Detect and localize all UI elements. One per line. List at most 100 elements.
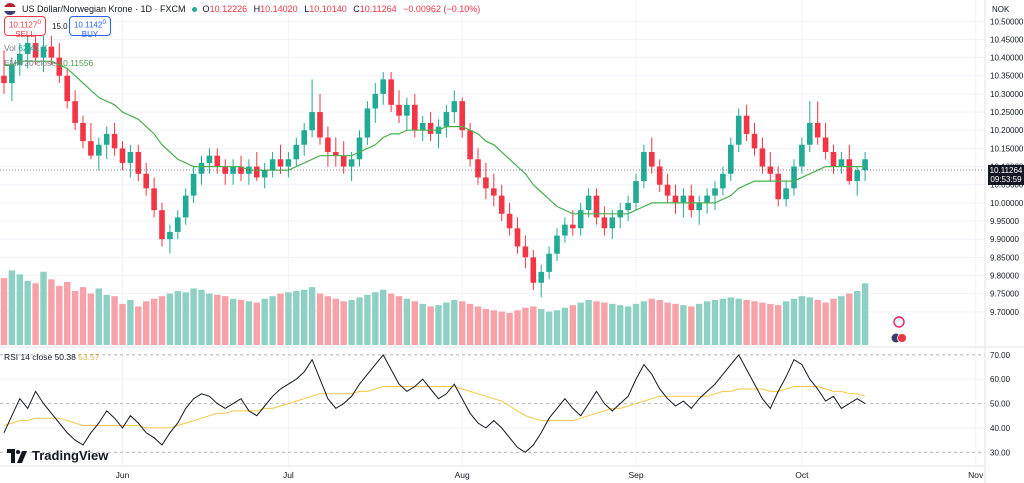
volume-bar [411, 301, 418, 345]
volume-bar [174, 291, 181, 345]
month-tick-label: Aug [455, 470, 470, 480]
volume-bar [688, 306, 695, 345]
candle-body [838, 159, 845, 167]
candle-body [522, 246, 529, 258]
candle-body [293, 144, 300, 160]
candle-body [633, 181, 639, 203]
price-tick-label: 10.40000 [990, 54, 1024, 63]
candle-body [396, 104, 402, 116]
volume-bar [790, 298, 798, 345]
currency-flag-icon [4, 3, 16, 15]
alert-icon[interactable] [893, 316, 905, 328]
volume-bar [332, 298, 339, 345]
candle-body [388, 79, 394, 105]
rsi-ma-line [3, 386, 866, 429]
volume-bar [506, 312, 513, 345]
volume-bar [585, 300, 592, 345]
price-tick-label: 10.15000 [990, 144, 1024, 153]
month-tick-label: Nov [968, 470, 984, 480]
volume-bar [490, 310, 497, 345]
rsi-tick-label: 40.00 [990, 424, 1011, 433]
sell-button[interactable]: 10.11270 SELL [4, 16, 46, 39]
time-axis[interactable]: JunJulAugSepOctNovDec [116, 470, 1024, 480]
volume-bar [435, 305, 442, 345]
candle-body [135, 152, 142, 174]
candle-body [48, 46, 55, 58]
volume-bar [522, 307, 529, 345]
candle-body [190, 173, 197, 196]
volume-bar [498, 311, 505, 345]
candle-body [641, 152, 647, 182]
volume-bar [632, 303, 640, 345]
candle-body [459, 101, 465, 131]
symbol-title[interactable]: US Dollar/Norwegian Krone · 1D · FXCM [22, 4, 186, 14]
volume-bar [466, 303, 474, 345]
candle-body [830, 152, 837, 167]
candle-body [585, 195, 592, 211]
volume-bar [782, 301, 790, 345]
candle-body [506, 213, 513, 229]
volume-bar [111, 296, 118, 345]
volume-bar [609, 303, 616, 345]
volume-bar [545, 311, 553, 345]
candle-body [735, 115, 742, 145]
rsi-axis[interactable]: 70.00 60.00 50.00 40.00 30.00 [990, 351, 1011, 457]
volume-bar [206, 293, 213, 345]
candle-body [696, 202, 702, 211]
tradingview-logo[interactable]: TradingView [7, 448, 108, 463]
volume-bar [640, 301, 648, 345]
volume-legend[interactable]: Vol 62.41 K [4, 43, 48, 53]
candle-body [269, 159, 276, 171]
volume-bar [308, 287, 316, 345]
candle-body [17, 53, 23, 65]
volume-bar [593, 301, 600, 345]
price-tick-label: 10.25000 [990, 108, 1024, 117]
volume-bar [143, 301, 150, 345]
candle-body [372, 93, 379, 109]
candle-body [593, 195, 600, 218]
volume-bar [285, 292, 292, 345]
logo-text: TradingView [32, 448, 109, 463]
grid-lines [0, 0, 985, 466]
candle-body [743, 115, 750, 134]
candle-body [751, 133, 758, 149]
candle-body [704, 195, 710, 203]
no-flag-event-icon[interactable] [897, 333, 907, 343]
volume-bar [648, 298, 655, 345]
volume-bar [451, 300, 458, 345]
candle-body [680, 195, 687, 203]
candle-body [214, 155, 221, 167]
rsi-legend[interactable]: RSI 14 close 50.38 53.57 [4, 352, 100, 362]
volume-bar [316, 293, 324, 345]
rsi-tick-label: 30.00 [990, 448, 1011, 457]
ema-legend[interactable]: EMA 20 close 10.11556 [4, 58, 94, 68]
price-tick-label: 10.35000 [990, 72, 1024, 81]
candle-body [601, 217, 608, 229]
volume-bar [569, 305, 576, 345]
price-tick-label: 10.50000 [990, 17, 1024, 26]
currency-label[interactable]: NOK [992, 5, 1010, 14]
volume-bar [261, 298, 268, 345]
volume-bar [798, 296, 806, 345]
candle-body [783, 188, 789, 200]
candle-body [672, 195, 679, 203]
volume-bar [190, 288, 197, 345]
buy-button[interactable]: 10.11420 BUY [69, 16, 111, 39]
candle-body [483, 177, 489, 189]
volume-bar [380, 289, 387, 345]
candle-body [182, 195, 189, 218]
volume-bar [214, 294, 221, 345]
volume-bar [229, 298, 237, 345]
volume-bar [664, 302, 671, 345]
month-tick-label: Jun [116, 470, 130, 480]
volume-bar [40, 271, 47, 345]
candle-body [64, 75, 70, 102]
rsi-tick-label: 50.00 [990, 400, 1011, 409]
candle-body [514, 228, 521, 247]
volume-bar [166, 293, 174, 345]
event-icons[interactable] [891, 316, 907, 343]
candle-body [198, 162, 205, 174]
volume-bar [150, 298, 158, 345]
month-tick-label: Oct [795, 470, 809, 480]
